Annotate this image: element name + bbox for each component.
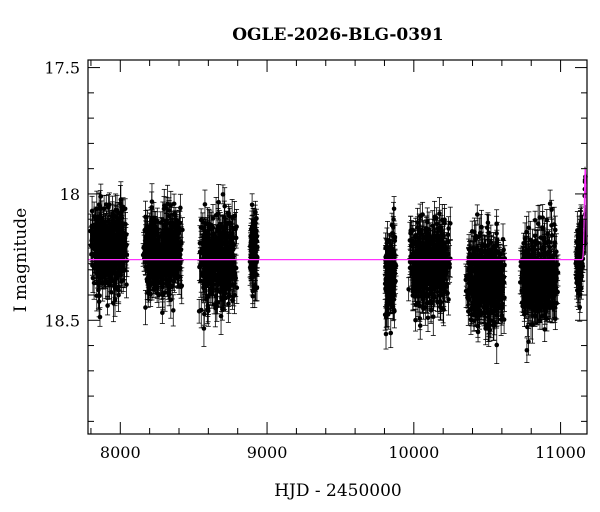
data-point: [147, 282, 153, 288]
data-point: [109, 267, 115, 273]
data-point: [163, 238, 168, 243]
data-layer: [87, 166, 588, 365]
data-point: [153, 226, 158, 232]
data-point: [147, 228, 152, 233]
season-3: [196, 184, 240, 347]
data-point: [170, 308, 176, 313]
data-point: [101, 206, 107, 212]
data-point: [102, 245, 108, 251]
data-point: [167, 276, 173, 281]
data-point: [100, 226, 106, 231]
data-point: [170, 221, 176, 226]
data-point: [173, 233, 179, 239]
data-point: [198, 307, 204, 313]
data-point: [116, 284, 121, 290]
data-point: [145, 276, 150, 281]
data-point: [171, 201, 177, 207]
data-point: [120, 207, 125, 212]
data-point: [144, 234, 150, 240]
data-point: [143, 255, 148, 261]
data-point: [165, 251, 171, 256]
data-point: [90, 263, 95, 268]
data-point: [111, 228, 117, 234]
data-point: [120, 243, 126, 248]
data-point: [154, 277, 159, 282]
data-point: [216, 199, 221, 205]
data-point: [143, 305, 148, 310]
data-point: [107, 282, 112, 288]
data-point: [198, 263, 203, 268]
data-point: [174, 225, 180, 230]
data-point: [97, 252, 103, 257]
data-point: [218, 313, 224, 319]
data-point: [103, 202, 109, 207]
data-point: [151, 215, 157, 221]
data-point: [122, 267, 127, 273]
data-point: [151, 274, 156, 280]
data-point: [149, 205, 154, 210]
data-point: [124, 252, 130, 257]
data-point: [96, 299, 102, 304]
data-point: [169, 284, 175, 290]
data-point: [229, 214, 235, 220]
data-point: [175, 253, 181, 258]
data-point: [202, 202, 208, 207]
data-point: [96, 215, 101, 220]
data-point: [166, 213, 172, 219]
data-point: [198, 217, 204, 223]
data-point: [111, 300, 116, 306]
data-point: [149, 235, 155, 241]
data-point: [90, 275, 96, 281]
data-point: [201, 225, 207, 231]
data-point: [201, 326, 207, 331]
data-point: [163, 227, 169, 233]
data-point: [124, 282, 129, 287]
data-point: [97, 314, 103, 320]
data-point: [107, 274, 113, 279]
data-point: [164, 282, 170, 287]
season-2: [140, 183, 185, 327]
data-point: [93, 233, 99, 239]
data-point: [116, 240, 121, 245]
data-point: [226, 210, 231, 216]
data-point: [115, 225, 121, 230]
data-point: [98, 194, 104, 199]
data-point: [180, 227, 185, 233]
data-point: [107, 251, 112, 257]
data-point: [201, 285, 206, 291]
data-point: [110, 241, 115, 247]
data-point: [178, 205, 183, 211]
data-point: [160, 217, 166, 223]
data-point: [220, 192, 226, 197]
chart-title: OGLE-2026-BLG-0391: [232, 25, 444, 45]
data-point: [111, 249, 117, 254]
data-point: [113, 237, 119, 242]
data-point: [105, 303, 110, 308]
data-point: [101, 250, 107, 256]
data-point: [178, 284, 184, 290]
data-point: [202, 311, 207, 317]
data-point: [114, 272, 119, 277]
season-1: [87, 181, 130, 327]
data-point: [157, 262, 163, 267]
data-point: [88, 228, 93, 234]
data-point: [162, 290, 168, 295]
